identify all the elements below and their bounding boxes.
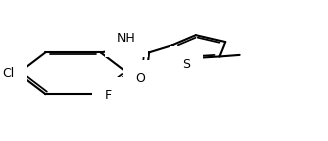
Text: S: S [182, 58, 191, 71]
Text: Cl: Cl [2, 67, 14, 80]
Text: F: F [104, 89, 112, 102]
Text: NH: NH [117, 32, 136, 45]
Text: O: O [135, 72, 145, 85]
